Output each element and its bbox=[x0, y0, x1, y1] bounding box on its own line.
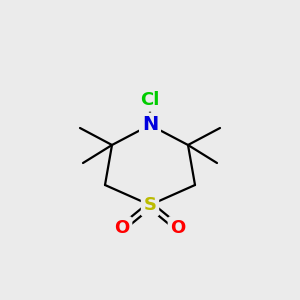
Text: O: O bbox=[114, 219, 130, 237]
Text: N: N bbox=[142, 116, 158, 134]
Text: S: S bbox=[143, 196, 157, 214]
Text: O: O bbox=[170, 219, 186, 237]
Text: Cl: Cl bbox=[140, 91, 160, 109]
